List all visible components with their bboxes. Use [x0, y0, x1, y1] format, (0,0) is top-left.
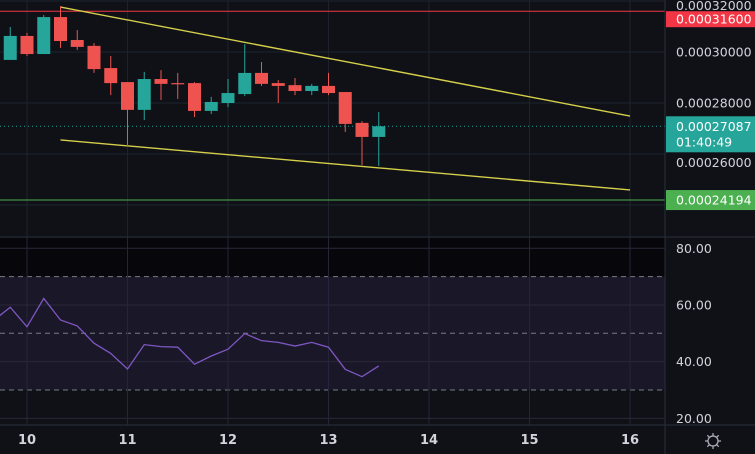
candle-body: [238, 72, 252, 95]
time-axis[interactable]: 10 11 12 13 14 15 16: [18, 433, 639, 448]
price-pane[interactable]: [0, 6, 665, 201]
candle-bullish[interactable]: [3, 27, 17, 60]
price-tick-label: 0.00026000: [676, 155, 752, 170]
rsi-tick-label: 60.00: [676, 297, 712, 312]
candle-bearish[interactable]: [188, 82, 201, 118]
candle-body: [20, 35, 34, 55]
candle-body: [271, 83, 285, 86]
candle-bullish[interactable]: [221, 79, 235, 108]
price-tick-label: 0.00030000: [676, 45, 752, 60]
candle-bearish[interactable]: [338, 92, 352, 133]
candle-bearish[interactable]: [87, 43, 101, 73]
candle-bullish[interactable]: [204, 96, 218, 114]
candle-body: [37, 17, 51, 55]
price-axis[interactable]: 0.00032000 0.00030000 0.00028000 0.00026000: [676, 0, 752, 170]
candle-bearish[interactable]: [288, 78, 302, 96]
time-tick-label: 13: [319, 433, 337, 448]
time-tick-label: 12: [219, 433, 237, 448]
candle-body: [204, 101, 218, 111]
candle-bearish[interactable]: [20, 32, 34, 57]
rsi-axis[interactable]: 80.00 60.00 40.00 20.00: [676, 241, 712, 426]
candle-body: [221, 93, 235, 103]
lower-trendline[interactable]: [60, 139, 631, 191]
candle-body: [171, 83, 185, 85]
time-tick-label: 15: [520, 433, 538, 448]
time-tick-label: 16: [621, 433, 639, 448]
grid: [0, 0, 665, 425]
candle-bearish[interactable]: [70, 30, 84, 50]
candle-body: [137, 79, 151, 110]
candle-bearish[interactable]: [54, 6, 67, 48]
upper-trendline[interactable]: [60, 6, 631, 117]
candle-bullish[interactable]: [37, 15, 51, 55]
current-price-label-bg: [666, 116, 755, 153]
rsi-pane: [0, 238, 665, 425]
gear-icon[interactable]: [705, 433, 721, 449]
candle-body: [372, 126, 386, 137]
candle-body: [188, 83, 201, 111]
rsi-line[interactable]: [0, 297, 380, 378]
candle-bearish[interactable]: [104, 56, 118, 96]
candle-bullish[interactable]: [372, 111, 386, 166]
rsi-tick-label: 80.00: [676, 241, 712, 256]
candle-body: [3, 35, 17, 60]
price-tick-label: 0.00028000: [676, 96, 752, 111]
candle-body: [288, 85, 302, 92]
candle-bearish[interactable]: [322, 72, 335, 96]
candle-body: [104, 68, 118, 84]
candle-bearish[interactable]: [271, 80, 285, 103]
candle-body: [322, 85, 335, 94]
candle-body: [70, 40, 84, 47]
candle-bearish[interactable]: [355, 121, 369, 165]
candle-body: [87, 45, 101, 70]
support-price-label: 0.00024194: [666, 190, 755, 211]
resistance-price-label: 0.00031600: [666, 11, 755, 28]
candle-countdown: 01:40:49: [676, 134, 732, 149]
candle-bullish[interactable]: [238, 44, 252, 97]
price-label-bg: [666, 11, 755, 28]
current-price-value: 0.00027087: [676, 119, 752, 134]
candle-bullish[interactable]: [305, 83, 319, 96]
time-tick-label: 14: [420, 433, 438, 448]
price-label-bg: [666, 190, 755, 211]
candle-bearish[interactable]: [255, 61, 268, 86]
price-label-text: 0.00031600: [676, 12, 752, 27]
time-tick-label: 11: [118, 433, 136, 448]
candle-body: [121, 82, 134, 110]
rsi-tick-label: 20.00: [676, 411, 712, 426]
candle-bearish[interactable]: [154, 70, 168, 100]
candle-body: [305, 85, 319, 92]
price-tick-label: 0.00032000: [676, 0, 752, 13]
candle-bearish[interactable]: [171, 72, 185, 99]
candle-body: [154, 79, 168, 84]
candle-body: [355, 122, 369, 137]
candle-bearish[interactable]: [121, 82, 134, 147]
candle-body: [338, 92, 352, 124]
time-tick-label: 10: [18, 433, 36, 448]
candle-body: [54, 17, 67, 42]
candle-bullish[interactable]: [137, 71, 151, 121]
rsi-overbought-area: [0, 238, 665, 277]
candle-body: [255, 72, 268, 84]
rsi-tick-label: 40.00: [676, 354, 712, 369]
price-label-text: 0.00024194: [676, 193, 752, 208]
